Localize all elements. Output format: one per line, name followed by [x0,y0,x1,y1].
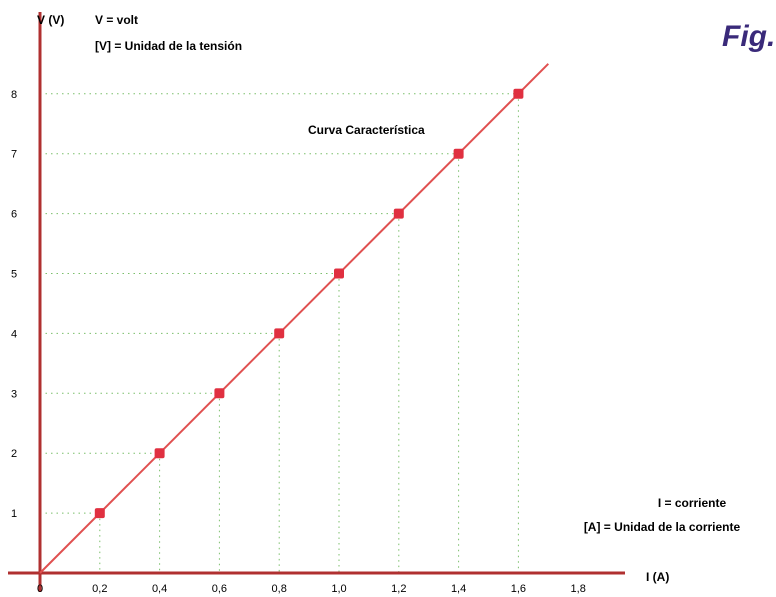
x-tick-label: 0 [37,583,43,595]
y-tick-label: 1 [11,508,17,520]
data-point [334,268,344,279]
x-tick-label: 1,6 [511,583,526,595]
x-axis-label: I (A) [646,570,669,584]
grid-lines [40,93,519,573]
y-tick-labels: 1 2 3 4 5 6 7 8 [11,89,17,520]
data-point [274,328,285,339]
data-point [513,88,524,99]
y-tick-label: 4 [11,328,17,340]
x-tick-label: 0,2 [92,583,107,595]
x-tick-label: 1,0 [331,583,346,595]
characteristic-line [39,63,550,574]
data-point [94,508,105,519]
y-tick-label: 2 [11,448,17,460]
figure-label: Fig. [722,20,776,53]
x-tick-label: 1,8 [571,583,586,595]
x-tick-label: 1,4 [451,583,466,595]
y-tick-label: 8 [11,89,17,101]
y-axis-note-unit: [V] = Unidad de la tensión [95,39,242,53]
data-point [453,148,464,159]
x-axis-note-unit: [A] = Unidad de la corriente [584,520,741,534]
y-tick-label: 5 [11,269,17,281]
x-tick-labels: 0 0,2 0,4 0,6 0,8 1,0 1,2 1,4 1,6 1,8 [37,583,586,595]
x-tick-label: 0,4 [152,583,167,595]
data-point [393,208,404,219]
y-axis-label: V (V) [37,13,64,27]
x-tick-label: 0,8 [272,583,287,595]
x-tick-label: 0,6 [212,583,227,595]
y-axis-note-volt: V = volt [95,13,138,27]
data-points [94,88,524,519]
x-tick-label: 1,2 [391,583,406,595]
data-point [214,388,225,399]
curve-label: Curva Característica [308,123,425,137]
y-tick-label: 3 [11,388,17,400]
y-tick-label: 7 [11,149,17,161]
x-axis-note-current: I = corriente [658,496,727,510]
data-point [154,448,165,459]
y-tick-label: 6 [11,209,17,221]
